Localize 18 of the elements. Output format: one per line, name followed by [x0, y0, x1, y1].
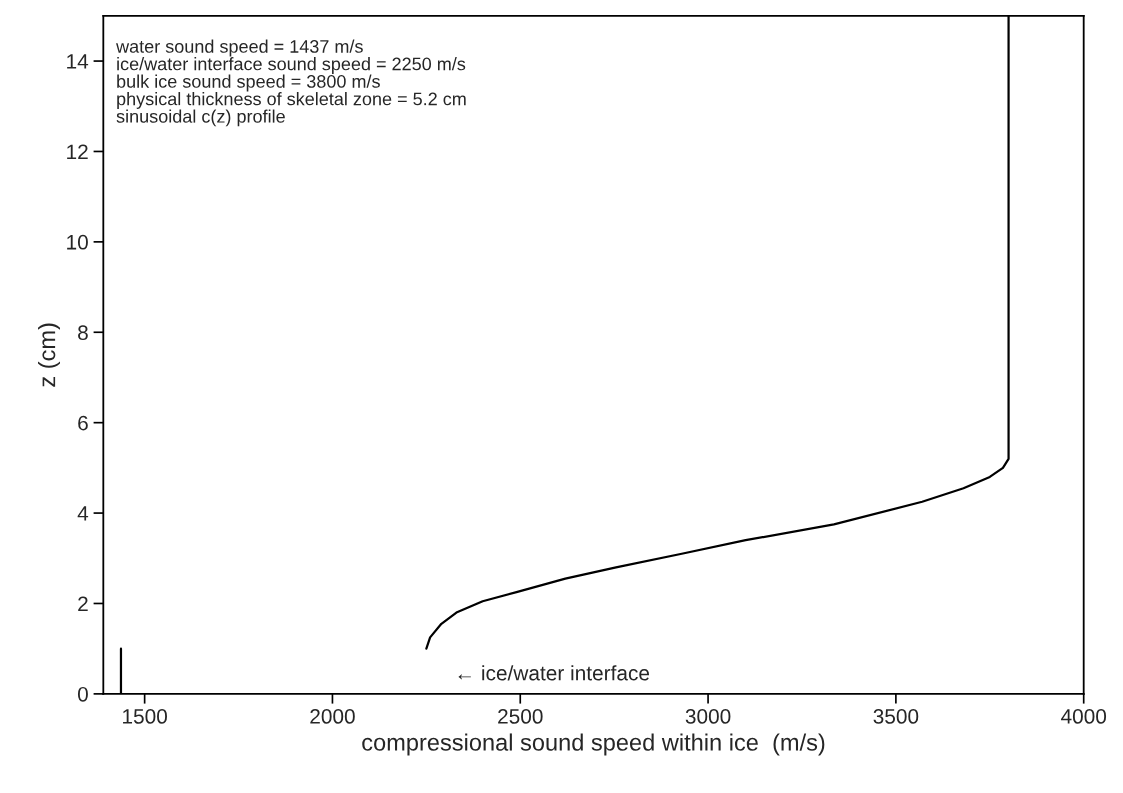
y-tick-label: 12 [67, 144, 88, 160]
x-tick-label: 2000 [310, 709, 355, 724]
x-tick-label: 3000 [685, 709, 731, 724]
x-tick-label: 1500 [123, 709, 167, 724]
y-tick-label: 0 [77, 686, 88, 702]
y-axis-title: z (cm) [38, 323, 60, 387]
y-tick-label: 4 [77, 506, 89, 521]
x-tick-label: 4000 [1061, 709, 1107, 724]
y-tick-label: 8 [78, 325, 88, 341]
x-axis-title: compressional sound speed within ice (m/s) [362, 733, 825, 756]
y-tick-label: 6 [78, 415, 88, 431]
y-tick-label: 10 [67, 234, 88, 250]
x-tick-label: 3500 [873, 709, 919, 724]
y-tick-label: 2 [78, 596, 88, 612]
x-tick-label: 2500 [498, 709, 543, 724]
y-tick-label: 14 [67, 54, 89, 69]
annotation: water sound speed = 1437 m/s ice/water interface sound speed = 2250 m/s bulk ice sound speed = 3800 m/s physical thickness of skeletal zone = 5.2 cm sinusoidal c(z) profile [116, 39, 466, 127]
annotation: ← ice/water interface [458, 665, 650, 681]
